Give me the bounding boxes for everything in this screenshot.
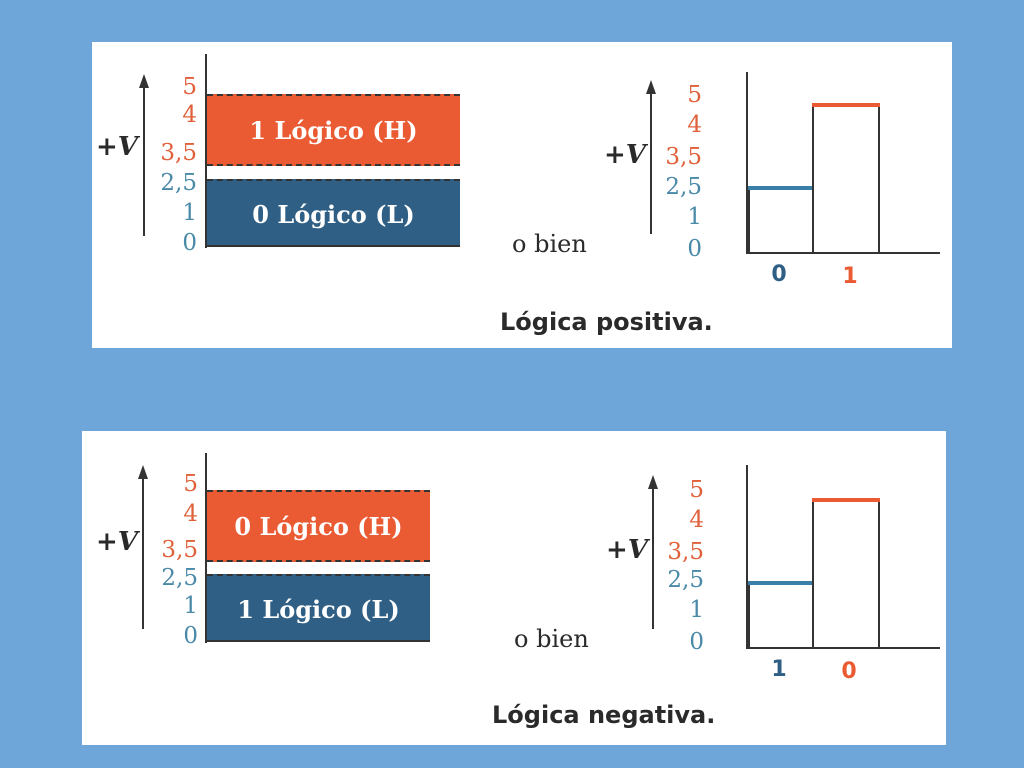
bar-baseline — [746, 252, 940, 254]
tick-2-5: 2,5 — [161, 565, 198, 591]
bar-label-low: 0 — [771, 262, 787, 287]
tick-5: 5 — [689, 477, 704, 503]
tick-5: 5 — [182, 74, 197, 100]
tick-4: 4 — [687, 112, 702, 138]
connector-text: o bien — [512, 230, 587, 258]
high-logic-band: 0 Lógico (H) — [207, 490, 430, 562]
bar-label-high: 1 — [842, 264, 858, 289]
band-left-edge — [205, 453, 207, 643]
tick-1: 1 — [182, 200, 197, 226]
tick-3-5: 3,5 — [160, 140, 197, 166]
tick-1: 1 — [687, 204, 702, 230]
voltage-axis — [650, 92, 652, 234]
tick-4: 4 — [183, 501, 198, 527]
low-logic-band: 0 Lógico (L) — [207, 179, 460, 247]
tick-3-5: 3,5 — [665, 144, 702, 170]
tick-0: 0 — [182, 230, 197, 256]
band-baseline — [205, 245, 460, 247]
bar-axis — [746, 465, 748, 649]
low-logic-band: 1 Lógico (L) — [207, 574, 430, 642]
voltage-axis — [142, 477, 144, 629]
tick-0: 0 — [183, 623, 198, 649]
caption: Lógica negativa. — [492, 701, 716, 729]
tick-5: 5 — [687, 82, 702, 108]
caption: Lógica positiva. — [500, 308, 713, 336]
low-level-marker — [748, 581, 814, 585]
band-left-edge — [205, 54, 207, 248]
tick-2-5: 2,5 — [667, 567, 704, 593]
tick-4: 4 — [182, 102, 197, 128]
tick-5: 5 — [183, 471, 198, 497]
tick-0: 0 — [689, 629, 704, 655]
bar-axis — [746, 72, 748, 254]
voltage-axis — [652, 487, 654, 629]
low-level-bar — [748, 186, 814, 252]
voltage-arrow-icon — [139, 74, 149, 88]
high-level-bar — [812, 498, 880, 647]
bar-label-low: 1 — [771, 657, 787, 682]
tick-2-5: 2,5 — [665, 174, 702, 200]
high-level-marker — [812, 103, 880, 107]
bar-baseline — [746, 647, 940, 649]
voltage-label: +V — [96, 132, 138, 162]
high-level-marker — [812, 498, 880, 502]
low-level-marker — [748, 186, 814, 190]
high-level-bar — [812, 103, 880, 252]
tick-1: 1 — [183, 593, 198, 619]
tick-3-5: 3,5 — [161, 537, 198, 563]
tick-0: 0 — [687, 236, 702, 262]
voltage-arrow-icon — [646, 80, 656, 94]
tick-2-5: 2,5 — [160, 170, 197, 196]
voltage-arrow-icon — [138, 465, 148, 479]
tick-3-5: 3,5 — [667, 539, 704, 565]
tick-4: 4 — [689, 507, 704, 533]
connector-text: o bien — [514, 625, 589, 653]
voltage-label: +V — [604, 140, 646, 170]
low-level-bar — [748, 581, 814, 647]
negative-logic-panel: +V 5 4 3,5 2,5 1 0 0 Lógico (H) 1 Lógico… — [82, 431, 946, 745]
voltage-label: +V — [606, 535, 648, 565]
high-logic-band: 1 Lógico (H) — [207, 94, 460, 166]
voltage-label: +V — [96, 527, 138, 557]
positive-logic-panel: +V 5 4 3,5 2,5 1 0 1 Lógico (H) 0 Lógico… — [92, 42, 952, 348]
tick-1: 1 — [689, 597, 704, 623]
bar-label-high: 0 — [841, 659, 857, 684]
voltage-axis — [143, 86, 145, 236]
voltage-arrow-icon — [648, 475, 658, 489]
band-baseline — [205, 640, 430, 642]
